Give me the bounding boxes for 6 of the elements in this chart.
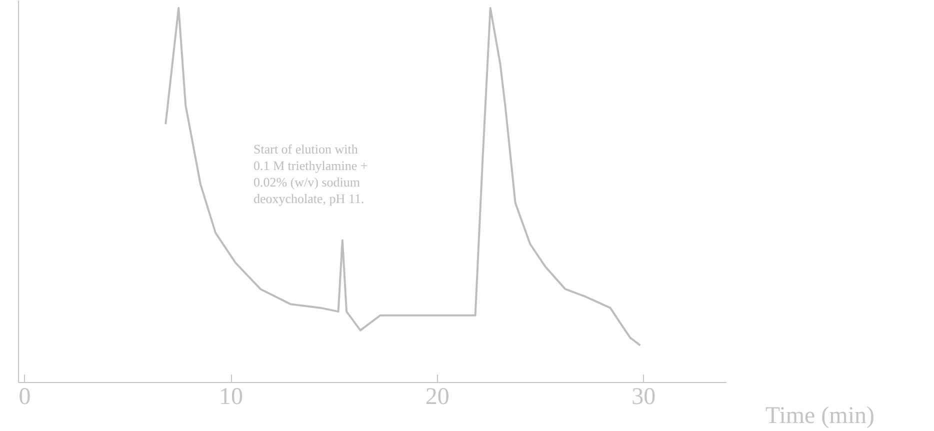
x-tick-label: 20 (425, 384, 450, 410)
x-tick-label: 10 (219, 384, 244, 410)
x-tick-label: 0 (18, 384, 31, 410)
x-axis-title: Time (min) (765, 402, 875, 429)
x-tick-label: 30 (632, 384, 656, 410)
annotation: Start of elution with 0.1 M triethylamine + 0.02% (w/v) sodium deoxycholate, pH 11. (254, 142, 368, 206)
